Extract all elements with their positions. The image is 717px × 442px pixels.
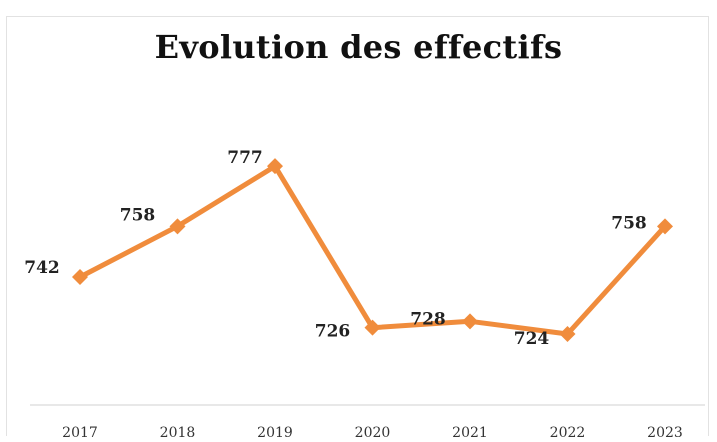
data-label: 758 bbox=[120, 205, 156, 225]
chart-title: Evolution des effectifs bbox=[154, 28, 563, 66]
data-label: 758 bbox=[611, 213, 647, 233]
x-tick-label: 2017 bbox=[62, 425, 98, 441]
series-line bbox=[77, 163, 668, 337]
data-point-marker bbox=[169, 218, 186, 235]
data-point-marker bbox=[657, 218, 673, 235]
data-point-marker bbox=[462, 313, 478, 330]
data-point-marker bbox=[364, 319, 381, 336]
x-tick-label: 2019 bbox=[257, 425, 293, 441]
data-label: 742 bbox=[24, 258, 60, 278]
data-labels: 742 758 777 726 728 724 758 bbox=[24, 148, 647, 349]
data-label: 726 bbox=[315, 322, 351, 342]
x-tick-label: 2018 bbox=[160, 425, 196, 441]
data-label: 777 bbox=[227, 148, 263, 168]
data-point-marker bbox=[559, 326, 576, 342]
x-tick-labels: 2017 2018 2019 2020 2021 2022 2023 bbox=[62, 425, 683, 441]
x-tick-label: 2022 bbox=[550, 425, 586, 441]
data-point-marker bbox=[72, 269, 88, 285]
data-point-marker bbox=[267, 158, 283, 175]
data-label: 728 bbox=[410, 309, 446, 329]
data-label: 724 bbox=[514, 329, 550, 349]
chart-frame bbox=[6, 16, 709, 436]
x-tick-label: 2020 bbox=[355, 425, 391, 441]
series-group bbox=[72, 158, 673, 342]
x-tick-label: 2023 bbox=[647, 425, 683, 441]
x-tick-label: 2021 bbox=[452, 425, 488, 441]
